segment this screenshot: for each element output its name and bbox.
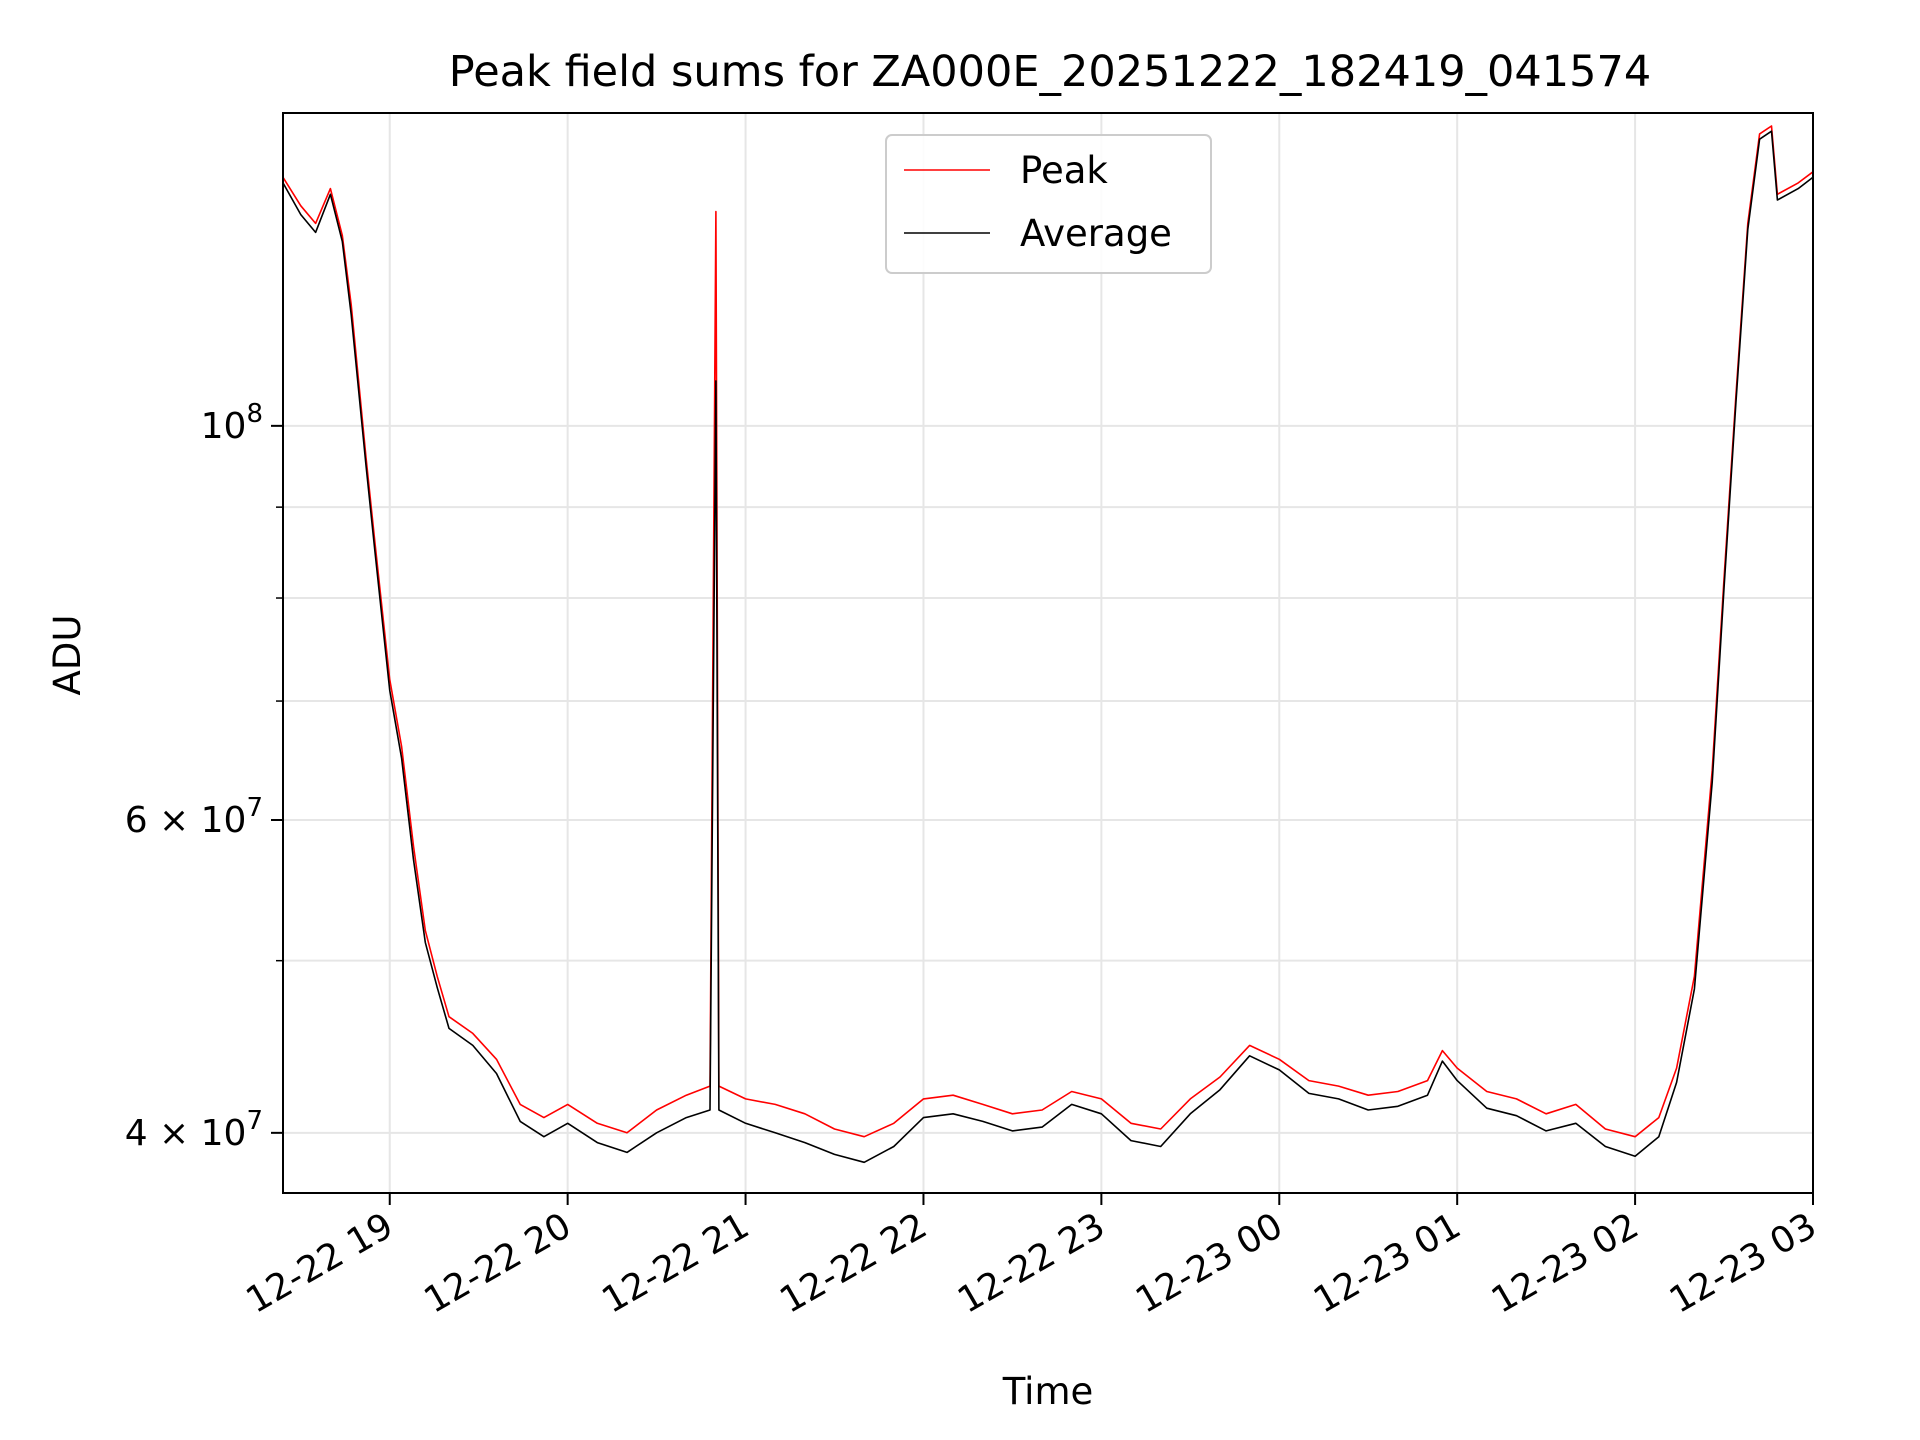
y-tick-label: 4 × 107 xyxy=(125,1106,263,1154)
series-line-average xyxy=(282,130,1814,1164)
legend: Peak Average xyxy=(885,134,1212,274)
plot-lines xyxy=(282,125,1814,1164)
legend-label-peak: Peak xyxy=(1020,149,1108,192)
plot-frame xyxy=(282,112,1814,1194)
y-tick-label: 6 × 107 xyxy=(125,793,263,841)
legend-label-average: Average xyxy=(1020,212,1172,255)
chart-title: Peak field sums for ZA000E_20251222_1824… xyxy=(449,47,1651,97)
series-line-peak xyxy=(282,125,1814,1138)
y-tick-label: 108 xyxy=(201,399,263,447)
y-axis-title: ADU xyxy=(46,615,89,696)
y-axis: 4 × 107 6 × 107 108 xyxy=(125,399,283,1154)
x-axis-title: Time xyxy=(1002,1370,1094,1413)
